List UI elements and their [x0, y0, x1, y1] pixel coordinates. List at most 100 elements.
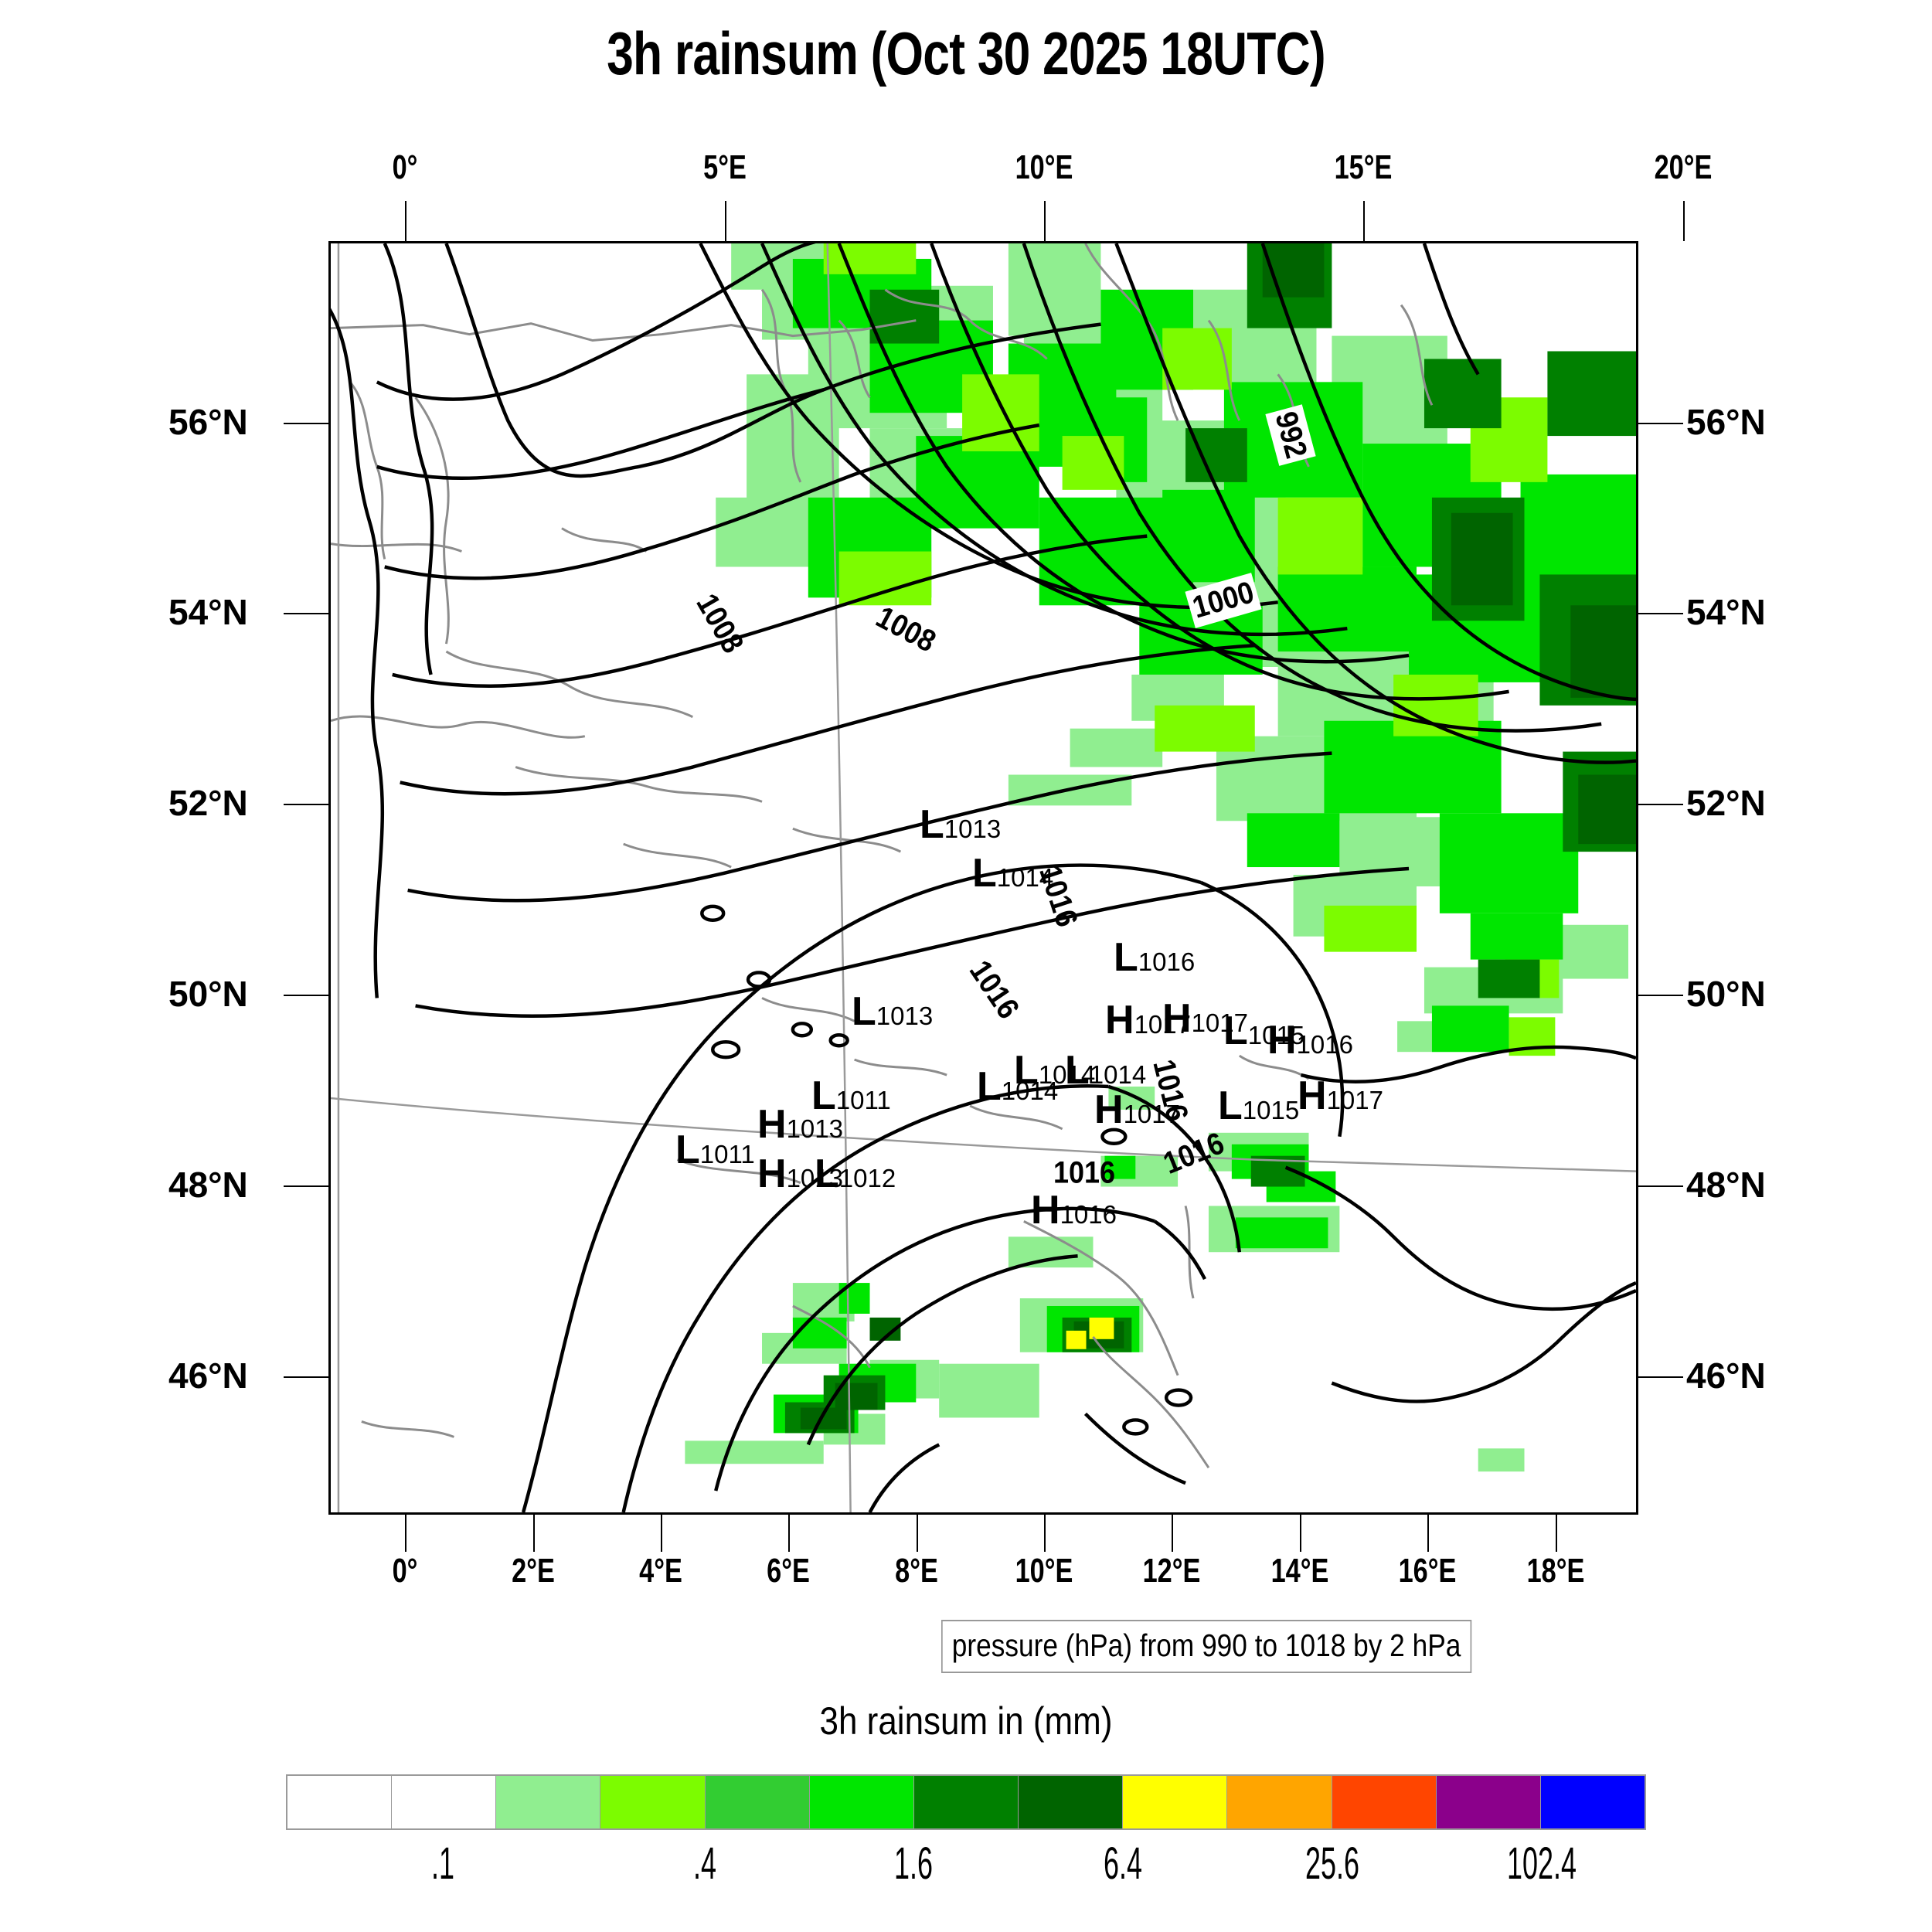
pressure-center-l: L1015: [1218, 1083, 1300, 1128]
right-lat-label: 54°N: [1686, 592, 1766, 633]
bottom-lon-label: 18°E: [1526, 1552, 1584, 1590]
colorbar-cell[interactable]: [1436, 1776, 1541, 1828]
axis-tick: [405, 1515, 407, 1552]
pressure-center-l: L1014: [972, 851, 1054, 896]
precip-max-yellow: [1066, 1317, 1114, 1349]
left-lat-label: 50°N: [168, 974, 248, 1015]
colorbar-cell[interactable]: [1123, 1776, 1228, 1828]
colorbar-tick-label: 1.6: [894, 1838, 934, 1889]
bottom-lon-label: 14°E: [1270, 1552, 1329, 1590]
axis-tick: [1638, 1376, 1683, 1378]
bottom-lon-label: 6°E: [767, 1552, 811, 1590]
axis-tick: [1363, 201, 1366, 241]
top-lon-label: 10°E: [1015, 148, 1073, 186]
axis-tick: [1638, 422, 1683, 424]
axis-tick: [660, 1515, 662, 1552]
pressure-center-h: H1016: [1267, 1018, 1353, 1063]
axis-tick: [284, 995, 328, 997]
colorbar-tick-label: .4: [692, 1838, 716, 1889]
colorbar-cell[interactable]: [809, 1776, 914, 1828]
right-lat-label: 56°N: [1686, 401, 1766, 442]
pressure-center-l: L1011: [675, 1128, 755, 1172]
left-lat-label: 52°N: [168, 783, 248, 824]
axis-tick: [1638, 613, 1683, 615]
colorbar-cell[interactable]: [600, 1776, 706, 1828]
contour-label: 1016: [1053, 1155, 1116, 1190]
axis-tick: [284, 1376, 328, 1378]
colorbar-cell[interactable]: [1540, 1776, 1645, 1828]
axis-tick: [1638, 995, 1683, 997]
axis-tick: [284, 1185, 328, 1188]
colorbar-tick-label: 25.6: [1304, 1838, 1359, 1889]
colorbar-title: 3h rainsum in (mm): [819, 1699, 1113, 1743]
bottom-lon-label: 8°E: [894, 1552, 938, 1590]
right-lat-label: 48°N: [1686, 1165, 1766, 1206]
right-lat-label: 46°N: [1686, 1355, 1766, 1396]
precipitation-layer: [685, 243, 1636, 1472]
pressure-center-l: L1011: [811, 1073, 891, 1118]
pressure-center-h: H1017: [1298, 1073, 1383, 1118]
bottom-lon-label: 0°: [392, 1552, 418, 1590]
isobar-layer: [331, 243, 1636, 1512]
left-lat-label: 56°N: [168, 401, 248, 442]
pressure-center-l: L1012: [815, 1151, 896, 1196]
axis-tick: [1044, 1515, 1046, 1552]
bottom-lon-label: 12°E: [1143, 1552, 1201, 1590]
pressure-center-l: L1015: [1223, 1009, 1305, 1053]
weather-map[interactable]: 992 1000 1008 1008 1016 1016 1016 1016 1016 L101…: [328, 241, 1638, 1515]
bottom-lon-label: 2°E: [511, 1552, 555, 1590]
pressure-center-l: L1014: [1014, 1048, 1096, 1093]
axis-tick: [788, 1515, 791, 1552]
bottom-lon-label: 10°E: [1015, 1552, 1073, 1590]
colorbar-cell[interactable]: [1227, 1776, 1332, 1828]
axis-tick: [284, 804, 328, 806]
bottom-lon-label: 4°E: [639, 1552, 682, 1590]
pressure-center-l: L1013: [852, 989, 934, 1034]
left-lat-label: 54°N: [168, 592, 248, 633]
pressure-center-l: L1014: [977, 1064, 1059, 1109]
axis-tick: [1299, 1515, 1301, 1552]
pressure-center-l: L1013: [920, 802, 1002, 847]
colorbar-cell[interactable]: [705, 1776, 810, 1828]
axis-tick: [724, 201, 726, 241]
colorbar[interactable]: [286, 1774, 1646, 1830]
axis-tick: [1172, 1515, 1174, 1552]
axis-tick: [1638, 1185, 1683, 1188]
colorbar-cell[interactable]: [1332, 1776, 1437, 1828]
axis-tick: [1427, 1515, 1430, 1552]
axis-tick: [1682, 201, 1685, 241]
pressure-center-h: H1017: [1105, 998, 1191, 1043]
bottom-lon-label: 16°E: [1398, 1552, 1457, 1590]
colorbar-cell[interactable]: [913, 1776, 1019, 1828]
axis-tick: [405, 201, 407, 241]
page-title: 3h rainsum (Oct 30 2025 18UTC): [607, 19, 1326, 87]
top-lon-label: 20°E: [1654, 148, 1713, 186]
left-lat-label: 48°N: [168, 1165, 248, 1206]
map-canvas: [331, 243, 1636, 1512]
colorbar-tick-label: .1: [431, 1838, 455, 1889]
pressure-center-h: H1017: [1162, 996, 1248, 1041]
pressure-center-l: L1014: [1065, 1048, 1147, 1093]
top-lon-label: 15°E: [1335, 148, 1393, 186]
pressure-center-h: H1017: [1094, 1087, 1180, 1132]
axis-tick: [532, 1515, 535, 1552]
pressure-center-h: H1013: [757, 1102, 843, 1147]
colorbar-tick-label: 102.4: [1506, 1838, 1577, 1889]
axis-tick: [916, 1515, 918, 1552]
colorbar-tick-label: 6.4: [1104, 1838, 1143, 1889]
left-lat-label: 46°N: [168, 1355, 248, 1396]
axis-tick: [284, 422, 328, 424]
axis-tick: [284, 613, 328, 615]
colorbar-cell[interactable]: [1019, 1776, 1124, 1828]
axis-tick: [1555, 1515, 1557, 1552]
colorbar-cell[interactable]: [496, 1776, 601, 1828]
right-lat-label: 50°N: [1686, 974, 1766, 1015]
top-lon-label: 5°E: [702, 148, 747, 186]
top-lon-label: 0°: [392, 148, 418, 186]
colorbar-cell[interactable]: [392, 1776, 497, 1828]
colorbar-cell[interactable]: [287, 1776, 393, 1828]
pressure-center-h: H1013: [757, 1151, 843, 1196]
pressure-center-l: L1016: [1114, 935, 1196, 980]
pressure-center-h: H1016: [1031, 1188, 1117, 1233]
colorbar-tick-labels: .1 .4 1.6 6.4 25.6 102.4: [286, 1838, 1646, 1900]
